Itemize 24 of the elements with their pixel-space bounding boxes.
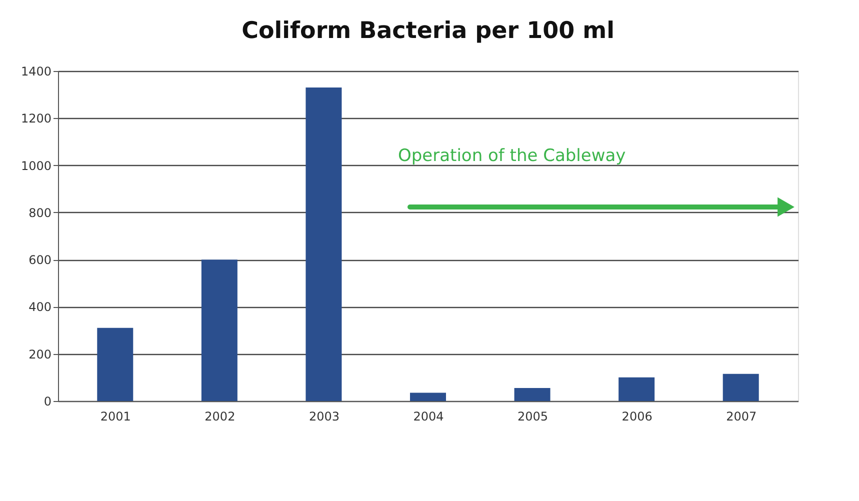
y-tick-label: 600	[28, 253, 52, 268]
bar	[722, 374, 759, 401]
bar	[97, 328, 134, 401]
x-tick-label: 2006	[622, 410, 652, 424]
annotation: Operation of the Cableway	[398, 146, 626, 166]
y-tick-label: 200	[28, 347, 52, 362]
x-tick-label: 2005	[518, 410, 548, 424]
y-tick-label: 1000	[20, 158, 52, 173]
bar	[306, 88, 342, 401]
bar	[514, 388, 550, 401]
x-tick-label: 2003	[308, 410, 340, 424]
bar	[618, 377, 655, 401]
x-tick-label: 2001	[100, 410, 131, 424]
y-tick-label: 1200	[20, 112, 52, 126]
x-tick-label: 2007	[726, 410, 757, 424]
y-tick-label: 0	[44, 394, 52, 408]
y-tick-label: 1400	[20, 64, 52, 78]
x-tick-label: 2004	[413, 410, 444, 424]
bar	[201, 260, 238, 401]
x-tick-label: 2002	[204, 410, 236, 424]
y-tick-label: 400	[28, 300, 52, 314]
y-tick-label: 800	[28, 206, 52, 220]
chart-title: Coliform Bacteria per 100 ml	[242, 18, 614, 44]
bar	[410, 392, 446, 401]
